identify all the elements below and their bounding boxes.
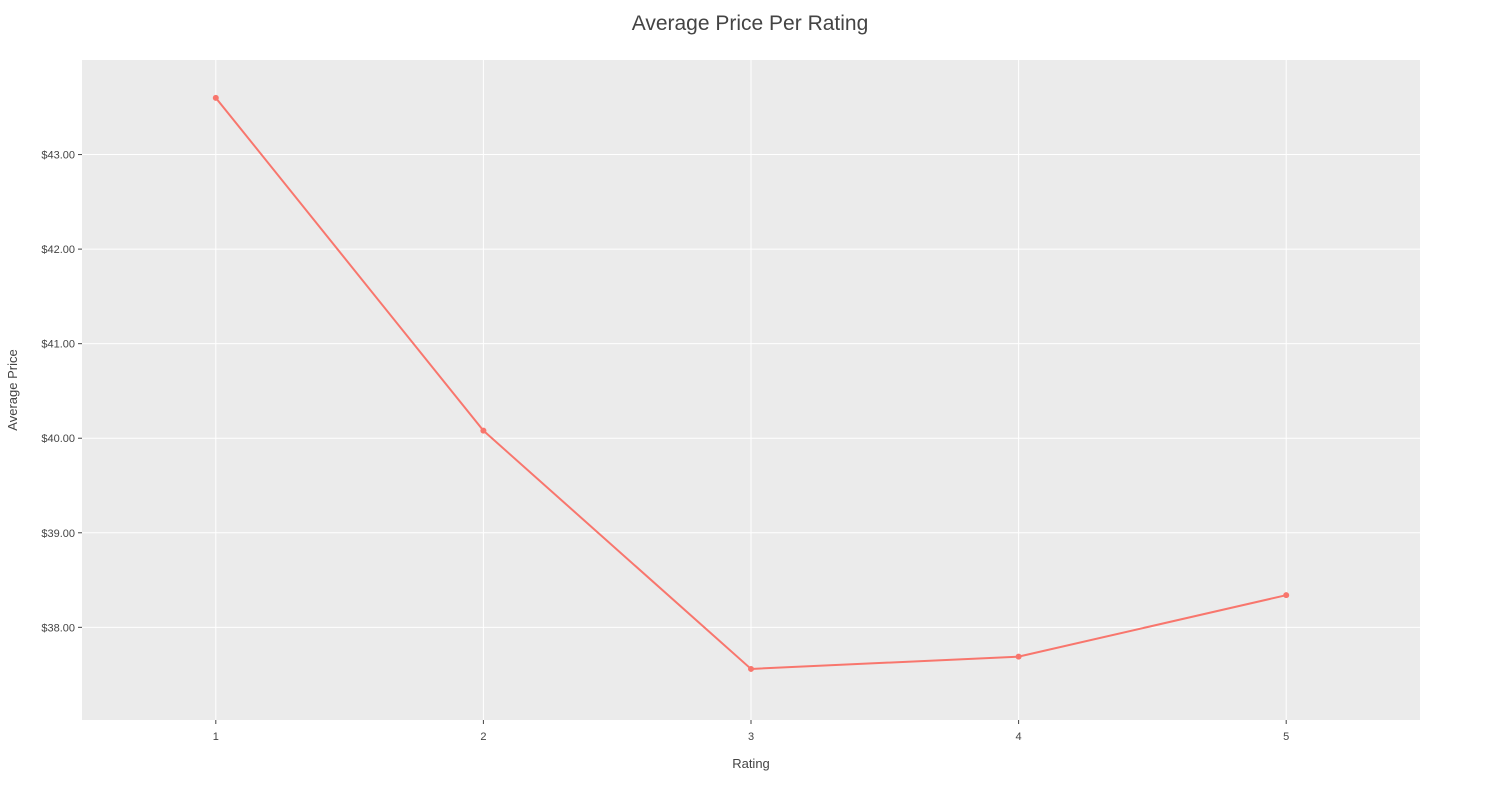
grid-lines — [82, 60, 1420, 720]
data-point[interactable] — [1283, 592, 1290, 599]
data-point[interactable] — [212, 94, 219, 101]
x-tick-label: 4 — [1016, 731, 1022, 743]
y-tick-label: $43.00 — [41, 150, 75, 162]
data-point[interactable] — [480, 427, 487, 434]
series-layer — [212, 94, 1290, 672]
x-axis-title: Rating — [732, 756, 770, 771]
y-tick-label: $41.00 — [41, 339, 75, 351]
data-point[interactable] — [1015, 653, 1022, 660]
y-tick-label: $39.00 — [41, 528, 75, 540]
y-axis-title: Average Price — [5, 349, 20, 430]
x-tick-label: 5 — [1283, 731, 1289, 743]
x-tick-label: 2 — [480, 731, 486, 743]
axis-ticks: $38.00 $39.00 $40.00 $41.00 $42.00 $43.00 1 2 3 4… — [41, 150, 1289, 743]
x-tick-label: 3 — [748, 731, 754, 743]
y-tick-label: $42.00 — [41, 244, 75, 256]
chart-title: Average Price Per Rating — [632, 12, 869, 35]
data-point[interactable] — [748, 665, 754, 672]
y-tick-label: $40.00 — [41, 433, 75, 445]
x-tick-label: 1 — [213, 731, 219, 743]
y-tick-label: $38.00 — [41, 622, 75, 634]
